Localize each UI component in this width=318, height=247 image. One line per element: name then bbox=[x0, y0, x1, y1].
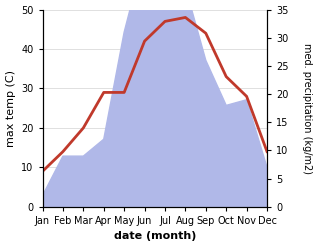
Y-axis label: max temp (C): max temp (C) bbox=[5, 70, 16, 147]
Y-axis label: med. precipitation (kg/m2): med. precipitation (kg/m2) bbox=[302, 43, 313, 174]
X-axis label: date (month): date (month) bbox=[114, 231, 196, 242]
